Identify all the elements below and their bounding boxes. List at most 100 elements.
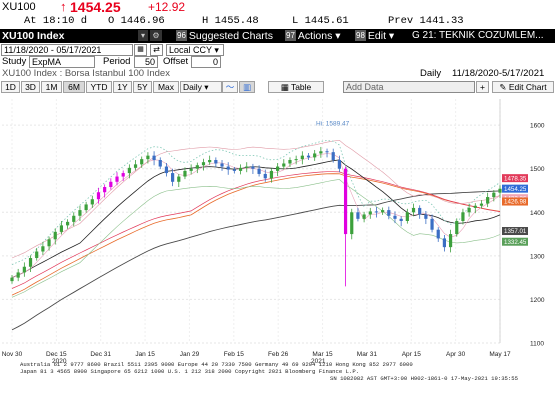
candle-body xyxy=(399,218,403,221)
y-tick-label: 1400 xyxy=(530,210,545,217)
candle-body xyxy=(90,199,94,205)
period-ytd-button[interactable]: YTD xyxy=(86,81,112,93)
edit-icon: ✎ xyxy=(499,82,509,92)
price-labels: 1478.351454.251432.361426.981357.011332.… xyxy=(502,174,528,246)
candle-body xyxy=(442,238,447,248)
tab-number: 98 xyxy=(355,30,366,41)
price-label-text: 1426.98 xyxy=(504,199,527,206)
tab-chart-title[interactable]: G 21: TEKNIK COZUMLEM... xyxy=(412,30,544,41)
price-label-text: 1357.01 xyxy=(504,228,527,235)
tab-label: Suggested Charts xyxy=(188,30,273,42)
tab-suggested-charts[interactable]: 96 Suggested Charts xyxy=(176,30,273,42)
candle-body xyxy=(84,204,88,211)
candle-body xyxy=(282,163,286,167)
candle-body xyxy=(96,192,101,200)
high-price: H 1455.48 xyxy=(202,15,259,27)
candle-body xyxy=(232,169,236,171)
candle-body xyxy=(41,246,45,252)
price-label-box xyxy=(502,227,528,236)
candle-body xyxy=(319,151,323,154)
period-input[interactable]: 50 xyxy=(134,56,158,68)
zoom-in-icon[interactable]: + xyxy=(476,81,489,93)
candle-body xyxy=(16,272,20,278)
price-label-text: 1454.25 xyxy=(504,186,527,193)
price-label-box xyxy=(502,237,528,246)
candle-body xyxy=(35,251,39,259)
table-button[interactable]: ▦ Table xyxy=(268,81,324,93)
candle-body xyxy=(72,215,76,222)
settings-icon[interactable]: ⚙ xyxy=(150,30,162,41)
study-select[interactable]: ExpMA xyxy=(29,56,95,68)
x-tick-label: Feb 15 xyxy=(224,351,245,358)
candle-body xyxy=(133,164,138,168)
bar-chart-icon[interactable]: ▥ xyxy=(239,81,255,93)
candle-body xyxy=(306,155,311,158)
candle-body xyxy=(103,187,107,193)
offset-label: Offset xyxy=(163,56,189,67)
candle-body xyxy=(467,207,471,213)
candle-body xyxy=(158,160,162,167)
candle-body xyxy=(195,165,199,169)
security-name[interactable]: XU100 Index xyxy=(2,30,65,42)
period-5y-button[interactable]: 5Y xyxy=(133,81,152,93)
candle-body xyxy=(331,152,335,160)
currency-select[interactable]: Local CCY ▾ xyxy=(166,44,224,56)
period-6m-button[interactable]: 6M xyxy=(63,81,85,93)
offset-input[interactable]: 0 xyxy=(191,56,221,68)
candles xyxy=(10,146,502,287)
candle-body xyxy=(245,166,249,168)
candle-body xyxy=(393,215,397,219)
candle-body xyxy=(486,197,490,204)
study-value: ExpMA xyxy=(32,57,62,67)
candle-body xyxy=(350,212,354,235)
x-tick-label: Jan 29 xyxy=(180,351,200,358)
candle-body xyxy=(78,210,82,216)
tab-number: 96 xyxy=(176,30,187,41)
x-tick-label: May 17 xyxy=(489,351,511,358)
price-label-text: 1478.35 xyxy=(504,175,527,182)
frequency-select[interactable]: Daily ▾ xyxy=(180,81,222,93)
edit-chart-button[interactable]: ✎ Edit Chart xyxy=(492,81,554,93)
candle-body xyxy=(436,229,440,239)
period-max-button[interactable]: Max xyxy=(153,81,179,93)
candle-body xyxy=(10,277,14,282)
x-tick-label: Feb 26 xyxy=(268,351,289,358)
x-tick-label: Nov 30 xyxy=(2,351,23,358)
footer: Australia 61 2 9777 8600 Brazil 5511 239… xyxy=(20,361,518,382)
candle-body xyxy=(140,159,144,165)
x-tick-label: Apr 15 xyxy=(402,351,422,358)
x-tick-label: Dec 15 xyxy=(46,351,67,358)
candle-body xyxy=(374,211,379,213)
calendar-icon[interactable]: ▦ xyxy=(134,44,147,56)
candle-body xyxy=(226,166,230,170)
date-range-input[interactable]: 11/18/2020 - 05/17/2021 xyxy=(1,44,133,56)
tab-edit[interactable]: 98 Edit ▾ xyxy=(355,30,395,42)
candle-body xyxy=(208,160,212,163)
command-header: XU100 Index ▾ ⚙ 96 Suggested Charts 97 Act… xyxy=(0,29,555,43)
candle-body xyxy=(109,181,113,188)
candle-body xyxy=(300,155,304,160)
candle-body xyxy=(164,166,169,174)
dropdown-icon[interactable]: ▾ xyxy=(138,30,148,41)
x-tick-label: Dec 31 xyxy=(90,351,111,358)
candle-body xyxy=(238,167,243,171)
candle-body xyxy=(381,210,385,213)
candle-body xyxy=(448,234,453,248)
period-1d-button[interactable]: 1D xyxy=(1,81,20,93)
price-chart[interactable]: 1100 1200 1300 1400 1500 1600 Nov 30 Dec 15 Dec… xyxy=(0,93,555,400)
table-icon: ▦ xyxy=(280,82,291,92)
price-label-box xyxy=(502,174,528,183)
period-1y-button[interactable]: 1Y xyxy=(113,81,132,93)
line-chart-icon[interactable]: 〜 xyxy=(222,81,238,93)
period-1m-button[interactable]: 1M xyxy=(41,81,62,93)
candle-body xyxy=(387,210,391,216)
candle-body xyxy=(368,211,372,215)
period-3d-button[interactable]: 3D xyxy=(21,81,40,93)
candle-body xyxy=(405,212,409,221)
candle-body xyxy=(59,225,64,232)
reload-icon[interactable]: ⇄ xyxy=(150,44,163,56)
tab-actions[interactable]: 97 Actions ▾ xyxy=(285,30,341,42)
candle-body xyxy=(220,163,224,167)
add-data-input[interactable]: Add Data xyxy=(343,81,475,93)
candle-body xyxy=(294,159,298,161)
